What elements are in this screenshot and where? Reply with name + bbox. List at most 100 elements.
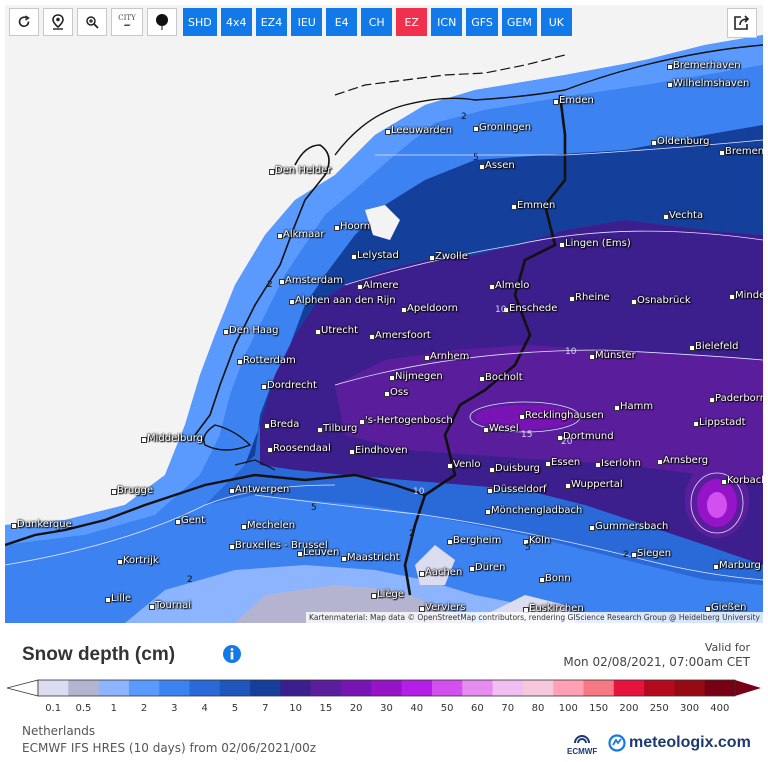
share-button[interactable]: [727, 8, 757, 38]
city-label[interactable]: Leeuwarden: [391, 125, 453, 136]
city-label[interactable]: Wilhelmshaven: [673, 78, 750, 89]
city-label[interactable]: Oss: [390, 387, 409, 398]
city-label[interactable]: Alphen aan den Rijn: [295, 295, 396, 306]
city-label[interactable]: Bremen: [725, 146, 763, 157]
city-label[interactable]: Lille: [111, 593, 132, 604]
city-label[interactable]: Roosendaal: [273, 443, 331, 454]
city-label[interactable]: Köln: [529, 535, 551, 546]
city-label[interactable]: Antwerpen: [235, 484, 290, 495]
city-label[interactable]: Utrecht: [321, 325, 359, 336]
city-label[interactable]: Korbach: [727, 475, 763, 486]
location-button[interactable]: [43, 8, 73, 36]
model-button-e4[interactable]: E4: [326, 8, 358, 36]
city-label[interactable]: Breda: [270, 419, 300, 430]
city-label[interactable]: Emmen: [517, 200, 556, 211]
city-label[interactable]: Lippstadt: [699, 417, 746, 428]
city-label[interactable]: Siegen: [637, 548, 672, 559]
city-label[interactable]: Tournai: [155, 600, 192, 611]
city-label[interactable]: Arnsberg: [663, 455, 709, 466]
city-label[interactable]: Verviers: [425, 602, 466, 613]
city-label[interactable]: Zwolle: [435, 251, 468, 262]
city-label[interactable]: Düsseldorf: [493, 484, 547, 495]
city-label[interactable]: Emden: [559, 95, 594, 106]
city-label[interactable]: Bonn: [545, 573, 571, 584]
city-label[interactable]: Bocholt: [485, 372, 523, 383]
city-label[interactable]: Paderborn: [715, 393, 763, 404]
city-label[interactable]: Lelystad: [357, 250, 399, 261]
city-label[interactable]: Minden: [735, 290, 763, 301]
balloon-button[interactable]: [147, 8, 177, 36]
city-label[interactable]: Tilburg: [323, 423, 358, 434]
city-label[interactable]: Essen: [551, 457, 581, 468]
city-label[interactable]: Arnhem: [430, 351, 470, 362]
city-label[interactable]: Gent: [181, 515, 206, 526]
city-label[interactable]: Aachen: [425, 567, 463, 578]
info-icon[interactable]: [222, 644, 242, 664]
city-toggle-button[interactable]: CITY ----: [111, 8, 143, 36]
refresh-button[interactable]: [9, 8, 39, 36]
city-label[interactable]: Mönchengladbach: [491, 505, 583, 516]
model-button-ez4[interactable]: EZ4: [255, 8, 288, 36]
city-label[interactable]: Almelo: [495, 280, 530, 291]
city-label[interactable]: 's-Hertogenbosch: [365, 415, 453, 426]
city-label[interactable]: Gummersbach: [595, 521, 669, 532]
city-label[interactable]: Assen: [485, 160, 515, 171]
city-label[interactable]: Nijmegen: [395, 371, 443, 382]
city-label[interactable]: Vechta: [669, 210, 704, 221]
model-button-ez[interactable]: EZ: [396, 8, 428, 36]
city-label[interactable]: Iserlohn: [601, 458, 641, 469]
city-label[interactable]: Bielefeld: [695, 341, 739, 352]
city-label[interactable]: Lingen (Ems): [565, 238, 631, 249]
city-label[interactable]: Mechelen: [247, 520, 296, 531]
city-label[interactable]: Bruxelles - Brussel: [235, 540, 328, 551]
city-label[interactable]: Münster: [595, 350, 636, 361]
city-label[interactable]: Maastricht: [347, 552, 400, 563]
city-label[interactable]: Rheine: [575, 292, 610, 303]
city-label[interactable]: Wuppertal: [571, 479, 623, 490]
model-button-4x4[interactable]: 4x4: [220, 8, 252, 36]
city-label[interactable]: Leuven: [303, 547, 340, 558]
city-label[interactable]: Enschede: [509, 303, 558, 314]
city-label[interactable]: Almere: [363, 280, 399, 291]
city-label[interactable]: Bremerhaven: [673, 60, 741, 71]
city-label[interactable]: Dunkerque: [17, 519, 72, 530]
city-label[interactable]: Marburg: [719, 560, 761, 571]
city-label[interactable]: Liège: [377, 589, 405, 600]
city-label[interactable]: Den Haag: [229, 325, 279, 336]
city-label[interactable]: Dordrecht: [267, 380, 317, 391]
city-label[interactable]: Amsterdam: [285, 275, 344, 286]
model-button-shd[interactable]: SHD: [183, 8, 217, 36]
model-button-gem[interactable]: GEM: [501, 8, 537, 36]
city-label[interactable]: Duisburg: [495, 463, 540, 474]
city-label[interactable]: Wesel: [489, 423, 519, 434]
city-label[interactable]: Hoorn: [340, 221, 371, 232]
city-label[interactable]: Brugge: [117, 485, 154, 496]
city-label[interactable]: Den Helder: [275, 165, 332, 176]
city-label[interactable]: Venlo: [453, 459, 481, 470]
model-button-uk[interactable]: UK: [540, 8, 572, 36]
city-label[interactable]: Euskirchen: [529, 603, 584, 614]
city-label[interactable]: Apeldoorn: [407, 303, 458, 314]
city-label[interactable]: Recklinghausen: [525, 410, 604, 421]
city-label[interactable]: Hamm: [620, 401, 654, 412]
city-label[interactable]: Rotterdam: [243, 355, 296, 366]
city-label[interactable]: Middelburg: [147, 433, 204, 444]
city-label[interactable]: Kortrijk: [123, 555, 159, 566]
city-label[interactable]: Alkmaar: [283, 229, 325, 240]
city-label[interactable]: Oldenburg: [657, 136, 710, 147]
city-label[interactable]: Eindhoven: [355, 445, 408, 456]
city-label[interactable]: Düren: [475, 562, 506, 573]
city-label[interactable]: Gießen: [711, 602, 747, 613]
city-label[interactable]: Amersfoort: [375, 330, 431, 341]
city-label[interactable]: Osnabrück: [637, 295, 691, 306]
city-label[interactable]: Groningen: [479, 122, 532, 133]
meteologix-brand[interactable]: meteologix.com: [608, 734, 751, 752]
model-button-gfs[interactable]: GFS: [466, 8, 498, 36]
model-button-ch[interactable]: CH: [361, 8, 393, 36]
city-label[interactable]: Dortmund: [563, 431, 614, 442]
model-button-icn[interactable]: ICN: [431, 8, 463, 36]
city-label[interactable]: Bergheim: [453, 535, 502, 546]
zoom-button[interactable]: [77, 8, 107, 36]
map-attribution[interactable]: Kartenmaterial: Map data © OpenStreetMap…: [306, 612, 763, 623]
model-button-ieu[interactable]: IEU: [291, 8, 323, 36]
